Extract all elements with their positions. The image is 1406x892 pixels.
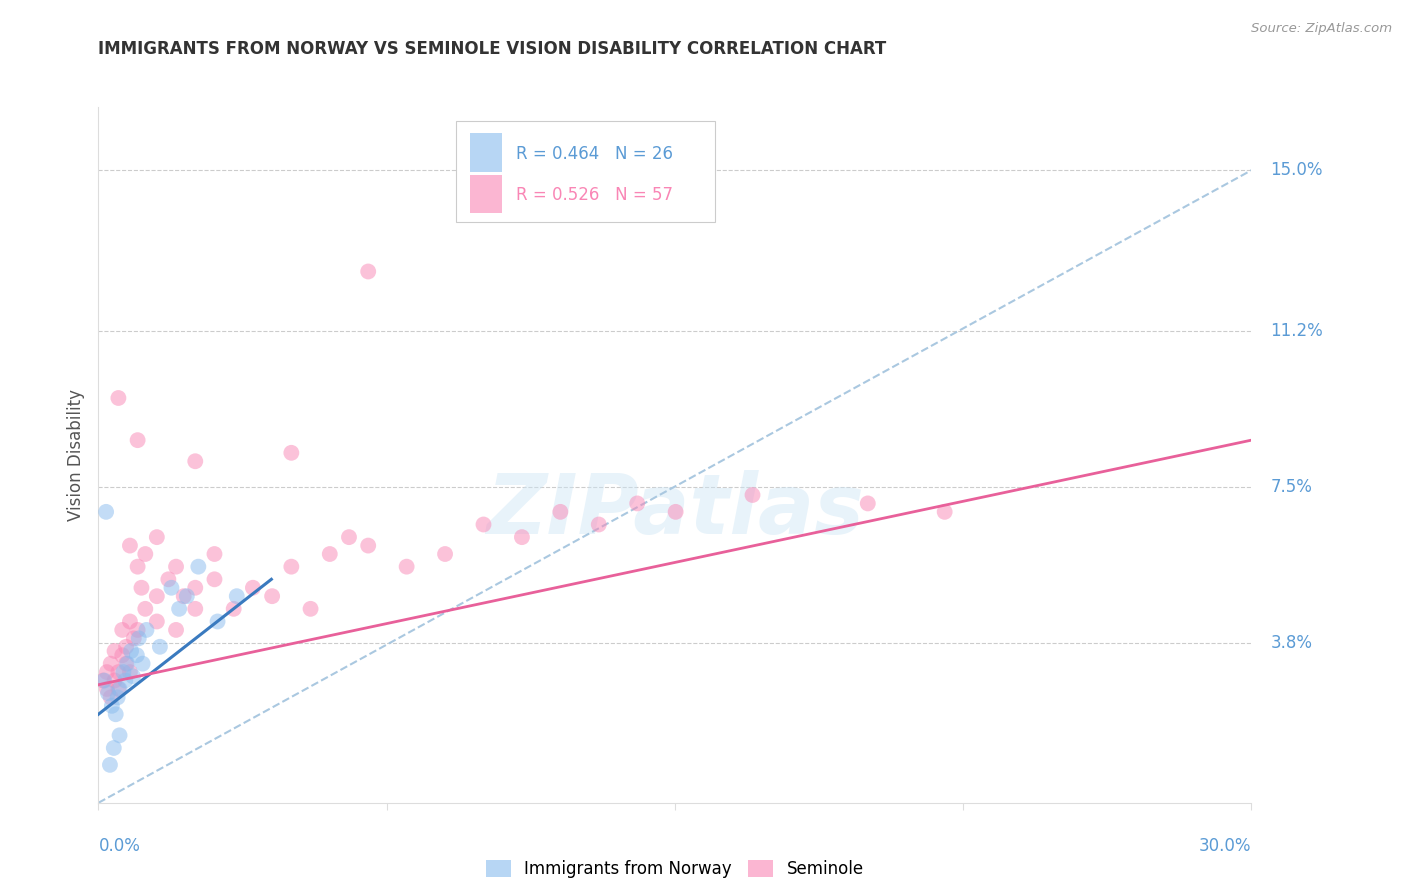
Point [207,615,229,629]
Point [97,686,120,700]
Point [149,640,172,654]
Point [108,681,131,696]
Point [146,615,169,629]
Point [472,517,495,532]
Text: 3.8%: 3.8% [1271,633,1313,651]
Point [107,690,129,705]
Point [122,669,145,683]
Point [167,602,190,616]
Point [184,602,207,616]
Point [93,673,115,688]
Point [187,559,209,574]
Point [117,657,138,671]
Point [146,530,169,544]
Point [127,623,149,637]
Legend: Immigrants from Norway, Seminole: Immigrants from Norway, Seminole [479,854,870,885]
Text: R = 0.526   N = 57: R = 0.526 N = 57 [516,186,673,204]
Point [184,454,207,468]
Point [111,648,134,663]
Point [100,690,122,705]
Point [262,589,284,603]
Point [104,707,127,722]
Point [91,673,114,688]
Text: Source: ZipAtlas.com: Source: ZipAtlas.com [1251,22,1392,36]
Point [157,572,180,586]
Point [103,673,125,688]
Point [118,615,141,629]
Text: 0.0%: 0.0% [98,837,141,855]
Point [146,589,169,603]
Point [131,581,153,595]
Point [125,648,148,663]
Point [204,572,226,586]
Point [111,623,134,637]
Text: 30.0%: 30.0% [1199,837,1251,855]
Point [434,547,457,561]
Point [165,559,187,574]
Point [127,433,149,447]
Point [107,681,129,696]
Point [101,698,124,713]
Point [357,539,380,553]
Point [856,496,879,510]
Point [184,581,207,595]
Point [588,517,610,532]
Point [280,559,302,574]
Point [108,728,131,742]
Point [118,539,141,553]
Point [357,264,380,278]
Text: 11.2%: 11.2% [1271,321,1323,340]
Text: 15.0%: 15.0% [1271,161,1323,179]
Point [115,657,138,671]
FancyBboxPatch shape [470,134,502,172]
Point [319,547,342,561]
Point [107,665,129,679]
FancyBboxPatch shape [456,121,716,222]
Point [134,547,156,561]
Point [131,657,153,671]
Point [222,602,245,616]
Point [115,640,138,654]
Point [337,530,360,544]
Text: IMMIGRANTS FROM NORWAY VS SEMINOLE VISION DISABILITY CORRELATION CHART: IMMIGRANTS FROM NORWAY VS SEMINOLE VISIO… [98,40,887,58]
Point [741,488,763,502]
Point [510,530,533,544]
Point [103,644,125,658]
Text: ZIPatlas: ZIPatlas [486,470,863,551]
Point [665,505,688,519]
Point [135,623,157,637]
Point [128,632,150,646]
Point [225,589,247,603]
Text: R = 0.464   N = 26: R = 0.464 N = 26 [516,145,673,162]
Point [112,665,135,679]
Point [122,632,145,646]
Point [395,559,418,574]
Point [118,665,141,679]
Point [550,505,572,519]
Point [165,623,187,637]
Point [96,665,118,679]
Point [94,505,117,519]
Point [176,589,198,603]
Point [160,581,183,595]
Point [114,673,136,688]
Point [626,496,648,510]
Point [103,741,125,756]
Point [127,559,149,574]
Point [107,391,129,405]
Point [100,657,122,671]
Point [299,602,322,616]
Point [96,681,118,696]
FancyBboxPatch shape [470,175,502,213]
Y-axis label: Vision Disability: Vision Disability [66,389,84,521]
Point [204,547,226,561]
Text: 7.5%: 7.5% [1271,477,1312,496]
Point [120,644,142,658]
Point [173,589,195,603]
Point [98,757,121,772]
Point [134,602,156,616]
Point [242,581,264,595]
Point [280,446,302,460]
Point [934,505,956,519]
